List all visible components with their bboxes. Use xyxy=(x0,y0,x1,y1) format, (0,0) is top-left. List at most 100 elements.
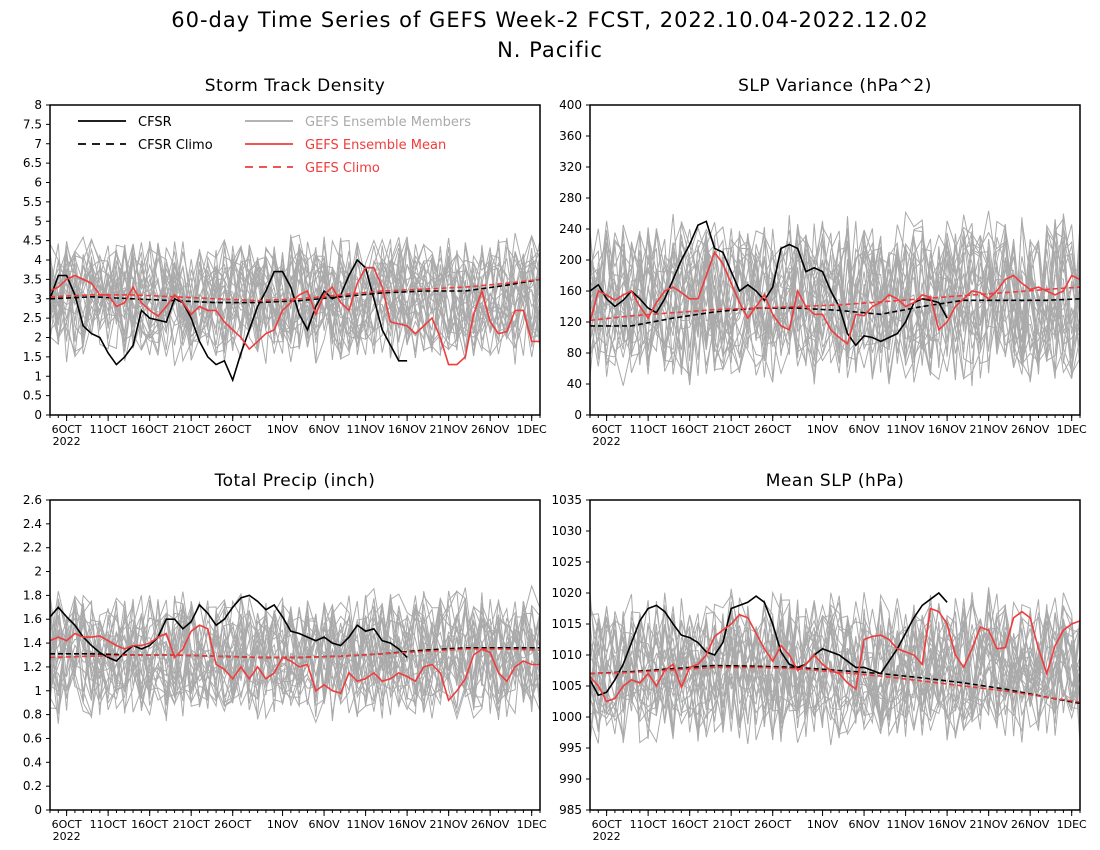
x-tick-label: 6OCT xyxy=(592,818,622,831)
x-tick-label: 11OCT xyxy=(90,423,127,436)
legend: CFSR CFSR Climo GEFS Ensemble Members GEFS … xyxy=(78,115,471,176)
x-tick-label: 16OCT xyxy=(131,818,168,831)
x-tick-label: 16OCT xyxy=(671,818,708,831)
y-tick-label: 5.5 xyxy=(23,195,42,209)
x-tick-label: 6NOV xyxy=(308,423,340,436)
y-tick-label: 320 xyxy=(559,160,582,174)
plot-area xyxy=(590,210,1080,387)
x-tick-label: 11NOV xyxy=(886,423,925,436)
ensemble-member-line xyxy=(590,599,1080,739)
y-tick-label: 6 xyxy=(34,176,42,190)
ensemble-member-line xyxy=(50,236,540,356)
x-tick-label: 11NOV xyxy=(886,818,925,831)
x-tick-label: 16OCT xyxy=(131,423,168,436)
x-tick-label: 11OCT xyxy=(630,423,667,436)
series-line-gefs-climo xyxy=(50,278,540,302)
ensemble-member-line xyxy=(50,238,540,365)
y-tick-label: 0 xyxy=(34,803,42,817)
y-tick-label: 995 xyxy=(559,741,582,755)
y-tick-label: 1.4 xyxy=(23,636,42,650)
x-tick-label: 16OCT xyxy=(671,423,708,436)
ensemble-member-line xyxy=(590,604,1080,744)
y-tick-label: 3.5 xyxy=(23,272,42,286)
x-tick-label: 21OCT xyxy=(173,423,210,436)
ensemble-member-line xyxy=(50,591,540,716)
y-tick-label: 1.8 xyxy=(23,588,42,602)
ensemble-members xyxy=(50,232,540,366)
y-tick-label: 0 xyxy=(34,408,42,422)
panel-title: Total Precip (inch) xyxy=(214,471,376,491)
x-tick-label: 16NOV xyxy=(388,423,427,436)
x-tick-label: 26NOV xyxy=(471,423,510,436)
y-tick-label: 0.5 xyxy=(23,389,42,403)
x-year-label: 2022 xyxy=(53,830,81,843)
axes-frame xyxy=(49,499,541,811)
ensemble-member-line xyxy=(50,598,540,719)
x-tick-label: 26OCT xyxy=(214,818,251,831)
x-tick-label: 1NOV xyxy=(807,818,839,831)
x-tick-label: 26NOV xyxy=(1011,818,1050,831)
x-tick-label: 1NOV xyxy=(267,818,299,831)
x-year-label: 2022 xyxy=(593,435,621,448)
x-tick-label: 21OCT xyxy=(713,818,750,831)
y-tick-label: 0 xyxy=(574,408,582,422)
y-tick-label: 240 xyxy=(559,222,582,236)
x-tick-label: 16NOV xyxy=(928,818,967,831)
x-tick-label: 16NOV xyxy=(928,423,967,436)
legend-label-gefs-ensemble-mean: GEFS Ensemble Mean xyxy=(305,138,446,153)
ensemble-member-line xyxy=(590,592,1080,744)
x-tick-label: 1DEC xyxy=(517,818,547,831)
ensemble-member-line xyxy=(50,597,540,713)
y-tick-label: 7.5 xyxy=(23,117,42,131)
x-tick-label: 21NOV xyxy=(970,818,1009,831)
y-tick-label: 360 xyxy=(559,129,582,143)
ensemble-member-line xyxy=(50,597,540,717)
x-tick-label: 26OCT xyxy=(754,423,791,436)
y-tick-label: 1000 xyxy=(551,710,582,724)
ensemble-member-line xyxy=(590,228,1080,367)
x-tick-label: 6OCT xyxy=(592,423,622,436)
series-line-cfsr xyxy=(50,258,408,383)
x-year-label: 2022 xyxy=(53,435,81,448)
x-tick-label: 11NOV xyxy=(346,818,385,831)
x-tick-label: 21NOV xyxy=(430,423,469,436)
panel-total-precip-inch: Total Precip (inch) 0 0.2 0.4 0.6 0.8 1 1.2 1.4 1… xyxy=(23,471,547,843)
x-tick-label: 26NOV xyxy=(471,818,510,831)
plot-area xyxy=(50,232,540,383)
x-tick-label: 16NOV xyxy=(388,818,427,831)
y-tick-label: 120 xyxy=(559,315,582,329)
series-line-gefs-ensemble-mean xyxy=(50,624,540,702)
ensemble-member-line xyxy=(50,592,540,714)
y-tick-label: 2 xyxy=(34,331,42,345)
y-tick-label: 1.5 xyxy=(23,350,42,364)
series-line-gefs-climo xyxy=(590,286,1080,322)
ensemble-member-line xyxy=(50,595,540,721)
y-tick-label: 4 xyxy=(34,253,42,267)
x-tick-label: 1DEC xyxy=(1057,423,1087,436)
y-tick-label: 2.6 xyxy=(23,493,42,507)
y-tick-label: 1.2 xyxy=(23,660,42,674)
y-tick-label: 0.6 xyxy=(23,731,42,745)
y-tick-label: 1015 xyxy=(551,617,582,631)
x-tick-label: 26NOV xyxy=(1011,423,1050,436)
x-tick-label: 6NOV xyxy=(308,818,340,831)
ensemble-member-line xyxy=(590,223,1080,381)
x-tick-label: 1DEC xyxy=(517,423,547,436)
series-line-cfsr xyxy=(590,220,948,347)
y-tick-label: 8 xyxy=(34,98,42,112)
x-tick-label: 6OCT xyxy=(52,423,82,436)
panel-slp-variance-hpa-2: SLP Variance (hPa^2) 0 40 80 120 160 200 240 280… xyxy=(559,76,1087,448)
ensemble-member-line xyxy=(50,591,540,715)
series-line-cfsr xyxy=(590,591,948,697)
y-tick-label: 1 xyxy=(34,369,42,383)
ensemble-member-line xyxy=(590,226,1080,380)
series-line-gefs-climo xyxy=(50,648,540,659)
ensemble-member-line xyxy=(50,590,540,707)
y-tick-label: 2.4 xyxy=(23,517,42,531)
x-tick-label: 26OCT xyxy=(214,423,251,436)
panel-title: Mean SLP (hPa) xyxy=(766,471,905,491)
x-tick-label: 6NOV xyxy=(848,818,880,831)
series-line-cfsr-climo xyxy=(590,664,1080,705)
x-tick-label: 11NOV xyxy=(346,423,385,436)
y-tick-label: 0.2 xyxy=(23,779,42,793)
